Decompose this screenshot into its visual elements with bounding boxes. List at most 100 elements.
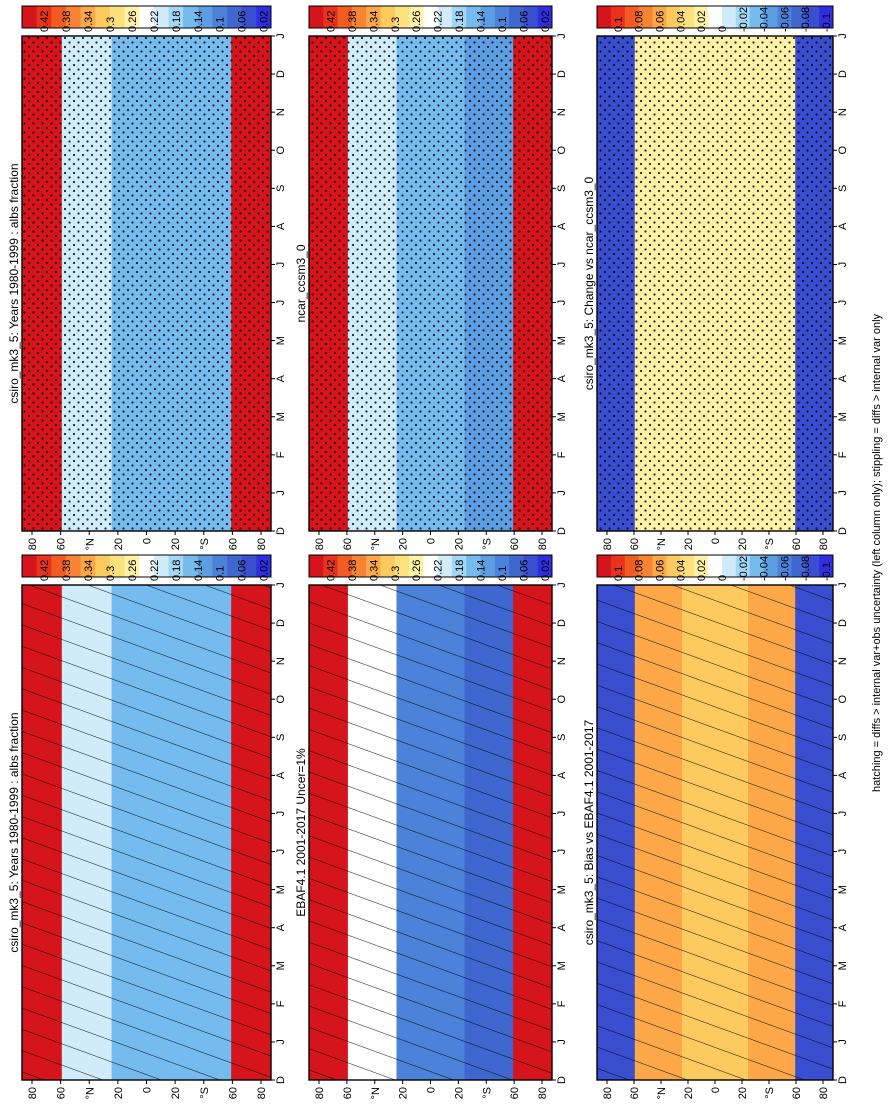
month-tick-label: O <box>556 695 568 704</box>
colorbar-swatch <box>139 555 155 577</box>
lat-tick-label: 20 <box>113 1087 125 1099</box>
month-tick-label: O <box>837 146 849 155</box>
month-tick-label: A <box>556 771 568 779</box>
colorbar-swatch <box>212 6 228 28</box>
lat-tick-label: 80 <box>602 538 614 550</box>
month-tick-label: M <box>837 961 849 970</box>
lat-tick-label: 60 <box>629 1087 641 1099</box>
panel-4: 80 60 °N 20 0 20 °S 60 80 D J F M A M J J A S O N D Jncar_ccsm… <box>294 5 568 550</box>
month-tick-label: D <box>556 527 568 535</box>
month-tick-label: J <box>837 1039 849 1045</box>
colorbar-swatch <box>366 555 381 577</box>
colorbar-swatch <box>480 6 496 28</box>
colorbar-tick-label: 0.1 <box>215 566 227 581</box>
month-tick-label: J <box>556 300 568 306</box>
colorbar-swatch <box>323 555 338 577</box>
stippling-overlay <box>597 36 833 531</box>
lat-tick-label: °S <box>481 1087 493 1099</box>
colorbar-swatch <box>708 6 723 28</box>
month-tick-label: D <box>275 527 287 535</box>
colorbar-swatch <box>791 555 806 577</box>
colorbar-swatch <box>197 555 213 577</box>
hatching-overlay <box>22 585 271 1080</box>
colorbar-swatch <box>638 555 653 577</box>
colorbar-swatch <box>523 555 539 577</box>
month-tick-label: M <box>275 336 287 345</box>
colorbar-swatch <box>466 6 481 28</box>
colorbar-swatch <box>451 555 467 577</box>
lat-tick-label: °S <box>481 538 493 550</box>
lat-tick-label: 20 <box>683 1087 695 1099</box>
colorbar-tick-label: 0.34 <box>368 560 380 581</box>
month-tick-label: F <box>837 1000 849 1007</box>
lat-tick-label: 60 <box>227 1087 239 1099</box>
colorbar-swatch <box>763 555 778 577</box>
colorbar-swatch <box>721 555 737 577</box>
panel-title: csiro_mk3_5: Bias vs EBAF4.1 2001-2017 <box>582 719 596 945</box>
month-tick-label: J <box>275 262 287 268</box>
month-tick-label: J <box>556 262 568 268</box>
colorbar-swatch <box>51 6 67 28</box>
colorbar-swatch <box>597 6 612 28</box>
colorbar-tick-label: -0.1 <box>821 13 833 32</box>
colorbar-swatch <box>337 6 353 28</box>
panel-title: csiro_mk3_5: Change vs ncar_ccsm3_0 <box>582 176 596 390</box>
colorbar-swatch <box>494 555 510 577</box>
colorbar-swatch <box>309 555 324 577</box>
colorbar-tick-label: -0.04 <box>759 7 771 32</box>
lat-tick-label: 60 <box>791 538 803 550</box>
lat-tick-label: 80 <box>27 1087 39 1099</box>
colorbar-tick-label: 0.02 <box>696 11 708 32</box>
colorbar-swatch <box>256 6 272 28</box>
month-tick-label: J <box>556 490 568 496</box>
month-tick-label: J <box>275 849 287 855</box>
colorbar-tick-label: 0.3 <box>390 17 402 32</box>
lat-tick-label: 80 <box>256 538 268 550</box>
colorbar-swatch <box>777 555 792 577</box>
lat-tick-label: 80 <box>537 1087 549 1099</box>
month-tick-label: J <box>837 849 849 855</box>
colorbar-swatch <box>523 6 539 28</box>
lat-tick-label: 0 <box>142 1087 154 1093</box>
month-tick-label: D <box>837 1076 849 1084</box>
colorbar-tick-label: 0.34 <box>83 560 95 581</box>
colorbar-tick-label: 0.1 <box>215 17 227 32</box>
colorbar-tick-label: 0.38 <box>347 11 359 32</box>
colorbar: 0.42 0.38 0.34 0.3 0.26 0.22 0.18 0.14 0.1 0.06 0.… <box>308 5 553 32</box>
colorbar-swatch <box>537 6 553 28</box>
colorbar-tick-label: 0.1 <box>497 566 509 581</box>
month-tick-label: N <box>556 108 568 116</box>
colorbar-tick-label: 0.18 <box>454 560 466 581</box>
colorbar-swatch <box>666 6 681 28</box>
footnote: hatching = diffs > internal var+obs unce… <box>871 313 883 792</box>
colorbar-tick-label: 0.06 <box>518 560 530 581</box>
colorbar-tick-label: 0.06 <box>237 560 249 581</box>
month-tick-label: O <box>556 146 568 155</box>
lat-tick-label: 20 <box>170 1087 182 1099</box>
month-tick-label: D <box>275 619 287 627</box>
colorbar: 0.42 0.38 0.34 0.3 0.26 0.22 0.18 0.14 0.1 0.06 0.… <box>21 5 272 32</box>
month-tick-label: A <box>837 771 849 779</box>
month-tick-label: D <box>556 70 568 78</box>
colorbar-swatch <box>749 6 764 28</box>
month-tick-label: J <box>556 1039 568 1045</box>
colorbar-tick-label: 0.34 <box>368 11 380 32</box>
colorbar-tick-label: 0.3 <box>105 17 117 32</box>
month-tick-label: M <box>556 961 568 970</box>
colorbar-swatch <box>124 6 140 28</box>
colorbar-swatch <box>65 555 81 577</box>
month-tick-label: J <box>275 1039 287 1045</box>
colorbar-swatch <box>638 6 653 28</box>
month-tick-label: S <box>275 734 287 741</box>
colorbar-tick-label: 0.38 <box>61 560 73 581</box>
colorbar-swatch <box>183 6 199 28</box>
month-tick-label: J <box>275 33 287 39</box>
month-tick-label: J <box>556 582 568 588</box>
colorbar-tick-label: 0.04 <box>675 560 687 581</box>
colorbar-swatch <box>22 6 37 28</box>
colorbar-tick-label: -0.02 <box>738 7 750 32</box>
month-tick-label: J <box>837 33 849 39</box>
month-tick-label: A <box>556 222 568 230</box>
colorbar-frame <box>596 5 834 29</box>
colorbar-swatch <box>494 6 510 28</box>
